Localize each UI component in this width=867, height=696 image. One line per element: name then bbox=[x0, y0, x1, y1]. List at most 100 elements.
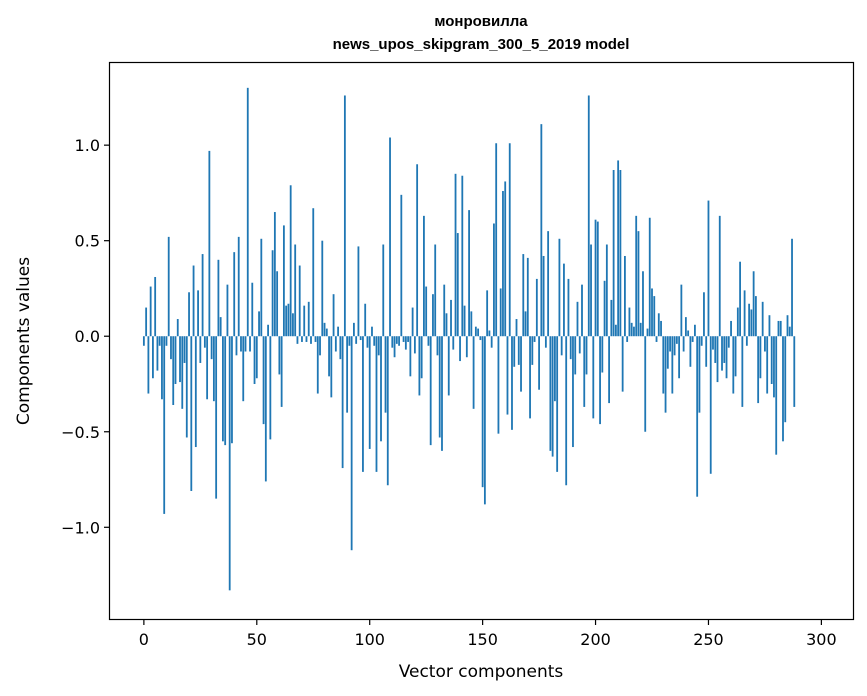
bar-181 bbox=[551, 336, 554, 457]
bar-226 bbox=[653, 296, 656, 337]
bar-108 bbox=[386, 336, 389, 486]
bar-212 bbox=[621, 336, 624, 392]
bar-255 bbox=[718, 215, 721, 337]
bar-44 bbox=[242, 336, 245, 402]
bar-86 bbox=[337, 326, 339, 337]
bar-279 bbox=[773, 336, 775, 398]
bar-37 bbox=[226, 284, 229, 337]
bar-133 bbox=[443, 284, 446, 337]
bar-287 bbox=[791, 238, 793, 337]
bar-246 bbox=[698, 336, 701, 413]
bar-30 bbox=[210, 336, 213, 360]
bar-248 bbox=[703, 292, 705, 337]
bar-104 bbox=[377, 336, 380, 356]
bar-94 bbox=[355, 336, 358, 344]
bar-271 bbox=[754, 296, 757, 337]
bar-223 bbox=[646, 328, 649, 337]
bar-270 bbox=[752, 271, 755, 337]
bar-62 bbox=[282, 225, 285, 337]
bar-193 bbox=[578, 336, 581, 354]
bar-192 bbox=[576, 301, 579, 337]
x-tick-label: 200 bbox=[580, 630, 611, 649]
bar-218 bbox=[635, 215, 638, 337]
bar-25 bbox=[199, 336, 202, 363]
bar-222 bbox=[644, 336, 647, 432]
bar-140 bbox=[459, 336, 461, 362]
bar-67 bbox=[294, 244, 297, 337]
bar-267 bbox=[745, 336, 748, 346]
bar-214 bbox=[626, 336, 629, 342]
bar-20 bbox=[188, 292, 190, 337]
bar-75 bbox=[312, 208, 315, 337]
bar-170 bbox=[526, 257, 529, 337]
bar-49 bbox=[253, 336, 256, 384]
bar-10 bbox=[165, 336, 168, 346]
bar-106 bbox=[382, 244, 385, 337]
bar-272 bbox=[757, 336, 760, 404]
bar-38 bbox=[228, 336, 231, 591]
bar-82 bbox=[328, 336, 330, 377]
bar-125 bbox=[425, 286, 428, 337]
bar-97 bbox=[362, 336, 364, 472]
bar-201 bbox=[596, 221, 599, 337]
bar-54 bbox=[264, 336, 267, 482]
bar-73 bbox=[307, 301, 310, 337]
bar-269 bbox=[750, 309, 753, 337]
bar-72 bbox=[305, 336, 308, 342]
bar-191 bbox=[574, 336, 577, 375]
bar-188 bbox=[567, 278, 570, 337]
bar-92 bbox=[350, 336, 353, 551]
bar-250 bbox=[707, 200, 710, 337]
bar-42 bbox=[237, 236, 240, 337]
bar-258 bbox=[725, 336, 728, 379]
bar-194 bbox=[581, 284, 583, 337]
bar-46 bbox=[246, 87, 249, 337]
bar-56 bbox=[269, 336, 272, 440]
bar-147 bbox=[474, 326, 477, 337]
bar-247 bbox=[700, 336, 703, 346]
bar-91 bbox=[348, 336, 351, 346]
bar-196 bbox=[585, 336, 588, 375]
bar-16 bbox=[179, 336, 181, 383]
bar-236 bbox=[675, 336, 678, 344]
bar-163 bbox=[511, 336, 513, 430]
bar-203 bbox=[601, 336, 604, 373]
bar-103 bbox=[375, 336, 378, 472]
bar-77 bbox=[316, 336, 319, 394]
y-axis-label: Components values bbox=[14, 257, 34, 425]
bar-155 bbox=[493, 223, 495, 337]
bar-127 bbox=[429, 336, 432, 446]
plot-frame bbox=[108, 61, 855, 621]
bar-280 bbox=[775, 336, 778, 455]
bar-79 bbox=[321, 240, 324, 337]
x-axis-ticks: 0 50 100 150 200 250 300 bbox=[139, 619, 837, 649]
bar-6 bbox=[156, 336, 159, 371]
bar-85 bbox=[334, 336, 337, 352]
bar-95 bbox=[357, 246, 360, 337]
bar-7 bbox=[158, 336, 161, 346]
bar-13 bbox=[172, 336, 175, 405]
bar-24 bbox=[197, 290, 199, 337]
bar-245 bbox=[696, 336, 699, 497]
bar-48 bbox=[251, 282, 254, 337]
bar-206 bbox=[608, 336, 610, 404]
bar-122 bbox=[418, 336, 421, 396]
bar-166 bbox=[517, 336, 520, 365]
bar-242 bbox=[689, 336, 692, 367]
bar-183 bbox=[556, 336, 559, 472]
bar-261 bbox=[732, 336, 735, 394]
bar-216 bbox=[630, 322, 633, 337]
bar-229 bbox=[660, 320, 662, 337]
bar-28 bbox=[206, 336, 209, 400]
y-tick-label: 0.0 bbox=[75, 327, 100, 346]
bar-157 bbox=[497, 336, 500, 434]
bar-179 bbox=[547, 231, 550, 337]
bar-98 bbox=[364, 303, 367, 337]
bar-211 bbox=[619, 170, 622, 337]
bar-208 bbox=[612, 170, 615, 337]
bar-40 bbox=[233, 252, 236, 337]
bar-197 bbox=[587, 95, 590, 337]
bar-274 bbox=[761, 301, 764, 337]
bar-165 bbox=[515, 319, 518, 337]
bar-0 bbox=[142, 336, 145, 346]
